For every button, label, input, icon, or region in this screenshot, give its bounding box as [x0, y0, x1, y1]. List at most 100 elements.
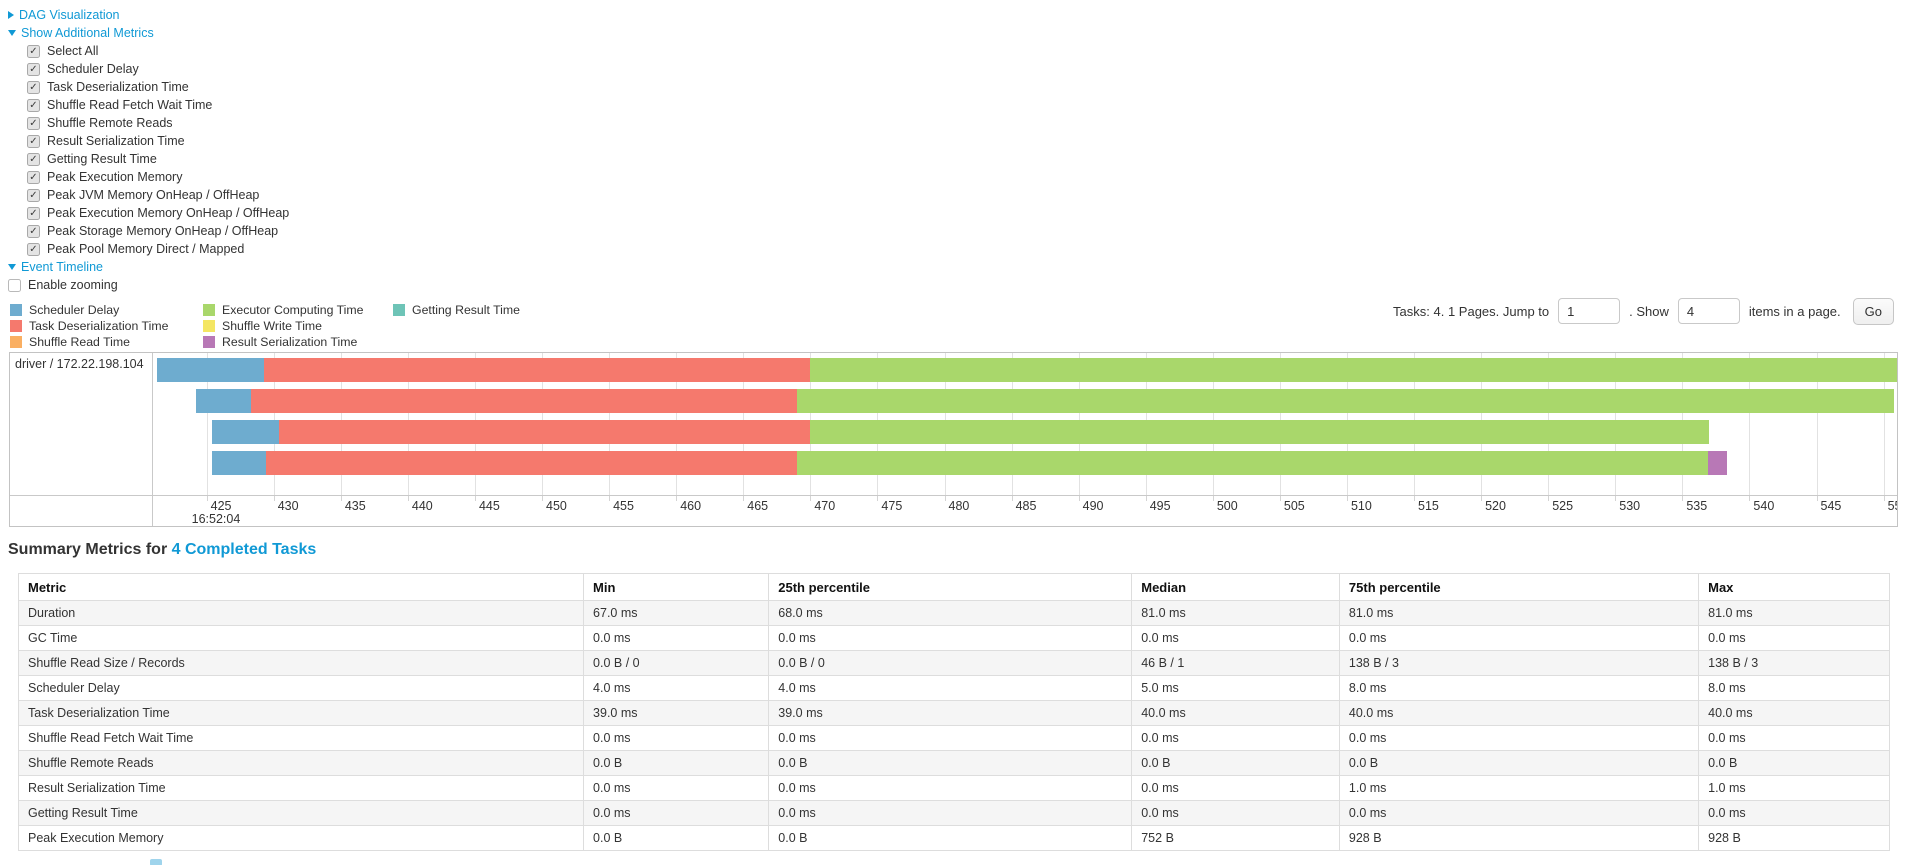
- jump-to-page-input[interactable]: [1558, 298, 1621, 324]
- metric-value-cell: 67.0 ms: [583, 600, 770, 626]
- task-bar-result-serialization[interactable]: [1707, 451, 1727, 475]
- table-header-cell: 75th percentile: [1338, 573, 1700, 601]
- metric-checkbox-row[interactable]: ✓ Peak Pool Memory Direct / Mapped: [27, 240, 289, 258]
- checkbox-checked-icon[interactable]: ✓: [27, 152, 40, 166]
- checkbox-checked-icon[interactable]: ✓: [27, 170, 40, 184]
- axis-tick-label: 490: [1082, 499, 1104, 513]
- metric-value-cell: 0.0 ms: [1698, 800, 1890, 826]
- legend-item-label: Task Deserialization Time: [29, 319, 169, 333]
- metric-checkbox-label: Peak JVM Memory OnHeap / OffHeap: [47, 188, 260, 202]
- table-header-cell: Metric: [17, 573, 585, 601]
- metric-checkbox-row[interactable]: ✓ Shuffle Read Fetch Wait Time: [27, 96, 289, 114]
- metric-value-cell: 0.0 ms: [583, 800, 770, 826]
- show-additional-metrics-label: Show Additional Metrics: [21, 26, 154, 40]
- executor-group-label: driver / 172.22.198.104: [15, 357, 144, 371]
- metric-value-cell: 0.0 ms: [768, 625, 1133, 651]
- expanded-arrow-icon: [8, 264, 16, 270]
- metric-name-cell: GC Time: [17, 625, 585, 651]
- metric-checkbox-row[interactable]: ✓ Shuffle Remote Reads: [27, 114, 289, 132]
- timeline-group-column: driver / 172.22.198.104: [10, 353, 153, 526]
- metric-checkbox-label: Peak Execution Memory OnHeap / OffHeap: [47, 206, 290, 220]
- checkbox-unchecked-icon[interactable]: ✓: [8, 278, 21, 292]
- legend-column: Scheduler Delay Task Deserialization Time…: [10, 303, 185, 349]
- axis-tick-mark: [1011, 496, 1013, 501]
- task-bar-executor-computing[interactable]: [796, 451, 1708, 475]
- checkbox-checked-icon[interactable]: ✓: [27, 188, 40, 202]
- axis-gridline: [1749, 353, 1751, 496]
- task-bar-scheduler-delay[interactable]: [157, 358, 265, 382]
- metric-value-cell: 0.0 B / 0: [768, 650, 1133, 676]
- metric-checkbox-row[interactable]: ✓ Scheduler Delay: [27, 60, 289, 78]
- metric-value-cell: 0.0 B: [1698, 750, 1890, 776]
- task-bar-scheduler-delay[interactable]: [212, 451, 266, 475]
- checkbox-checked-icon[interactable]: ✓: [27, 242, 40, 256]
- table-row: Task Deserialization Time 39.0 ms 39.0 ms 4…: [17, 700, 1890, 726]
- metric-checkbox-label: Peak Storage Memory OnHeap / OffHeap: [47, 224, 279, 238]
- axis-tick-label: 550: [1887, 499, 1897, 513]
- axis-tick-label: 515: [1418, 499, 1439, 513]
- metric-checkbox-row[interactable]: ✓ Task Deserialization Time: [27, 78, 289, 96]
- checkbox-checked-icon[interactable]: ✓: [27, 98, 40, 112]
- metric-name-cell: Getting Result Time: [17, 800, 585, 826]
- legend-item-label: Getting Result Time: [412, 303, 520, 317]
- axis-tick-label: 470: [814, 499, 836, 513]
- timeline-plot-area: 16:52:04 425 430 435 440 445 450 455 460 465 470 4…: [153, 353, 1897, 526]
- metric-checkbox-row[interactable]: ✓ Select All: [27, 42, 289, 60]
- metric-checkbox-row[interactable]: ✓ Peak JVM Memory OnHeap / OffHeap: [27, 186, 289, 204]
- task-bar-scheduler-delay[interactable]: [195, 389, 251, 413]
- metric-checkbox-row[interactable]: ✓ Result Serialization Time: [27, 132, 289, 150]
- task-bar-scheduler-delay[interactable]: [212, 420, 280, 444]
- checkbox-checked-icon[interactable]: ✓: [27, 224, 40, 238]
- event-timeline-toggle[interactable]: Event Timeline: [8, 258, 289, 276]
- axis-tick-mark: [1682, 496, 1684, 501]
- event-timeline-label: Event Timeline: [21, 260, 103, 274]
- metric-value-cell: 46 B / 1: [1131, 650, 1340, 676]
- metric-checkbox-label: Peak Execution Memory: [47, 170, 183, 184]
- metric-value-cell: 4.0 ms: [768, 675, 1133, 701]
- table-header-cell: Median: [1131, 573, 1340, 601]
- timeline-legend: Scheduler Delay Task Deserialization Time…: [10, 303, 568, 349]
- axis-tick-label: 525: [1552, 499, 1574, 513]
- metric-name-cell: Duration: [17, 600, 585, 626]
- metric-value-cell: 0.0 ms: [583, 625, 770, 651]
- axis-tick-label: 460: [680, 499, 702, 513]
- checkbox-checked-icon[interactable]: ✓: [27, 44, 40, 58]
- task-bar-task-deserialization[interactable]: [264, 358, 811, 382]
- metric-value-cell: 928 B: [1338, 825, 1700, 851]
- checkbox-checked-icon[interactable]: ✓: [27, 62, 40, 76]
- axis-tick-mark: [609, 496, 611, 501]
- axis-spacer: [10, 495, 152, 526]
- legend-item: Scheduler Delay: [10, 303, 185, 317]
- task-bar-task-deserialization[interactable]: [265, 451, 797, 475]
- task-bar-task-deserialization[interactable]: [250, 389, 797, 413]
- table-header-cell: 25th percentile: [768, 573, 1133, 601]
- task-bar-executor-computing[interactable]: [810, 358, 1897, 382]
- checkbox-checked-icon[interactable]: ✓: [27, 80, 40, 94]
- metric-name-cell: Scheduler Delay: [17, 675, 585, 701]
- task-bar-executor-computing[interactable]: [810, 420, 1710, 444]
- items-per-page-input[interactable]: [1677, 298, 1740, 324]
- metric-checkbox-label: Shuffle Remote Reads: [47, 116, 173, 130]
- metric-checkbox-row[interactable]: ✓ Peak Execution Memory OnHeap / OffHeap: [27, 204, 289, 222]
- task-bar-executor-computing[interactable]: [796, 389, 1895, 413]
- legend-item-label: Scheduler Delay: [29, 303, 120, 317]
- checkbox-checked-icon[interactable]: ✓: [27, 116, 40, 130]
- checkbox-checked-icon[interactable]: ✓: [27, 134, 40, 148]
- metric-value-cell: 0.0 B: [768, 825, 1133, 851]
- dag-visualization-toggle[interactable]: DAG Visualization: [8, 6, 289, 24]
- metric-checkbox-row[interactable]: ✓ Peak Execution Memory: [27, 168, 289, 186]
- metric-value-cell: 8.0 ms: [1338, 675, 1700, 701]
- metric-checkbox-row[interactable]: ✓ Getting Result Time: [27, 150, 289, 168]
- enable-zooming-row[interactable]: ✓ Enable zooming: [8, 276, 289, 294]
- go-button[interactable]: Go: [1852, 297, 1894, 325]
- axis-tick-mark: [273, 496, 275, 501]
- metric-checkbox-row[interactable]: ✓ Peak Storage Memory OnHeap / OffHeap: [27, 222, 289, 240]
- legend-item-label: Shuffle Read Time: [29, 335, 130, 349]
- show-additional-metrics-toggle[interactable]: Show Additional Metrics: [8, 24, 289, 42]
- table-row: Peak Execution Memory 0.0 B 0.0 B 752 B 928 …: [17, 825, 1890, 851]
- metric-name-cell: Shuffle Read Fetch Wait Time: [17, 725, 585, 751]
- checkbox-checked-icon[interactable]: ✓: [27, 206, 40, 220]
- completed-tasks-link[interactable]: 4 Completed Tasks: [171, 541, 317, 558]
- axis-tick-label: 430: [277, 499, 299, 513]
- task-bar-task-deserialization[interactable]: [279, 420, 811, 444]
